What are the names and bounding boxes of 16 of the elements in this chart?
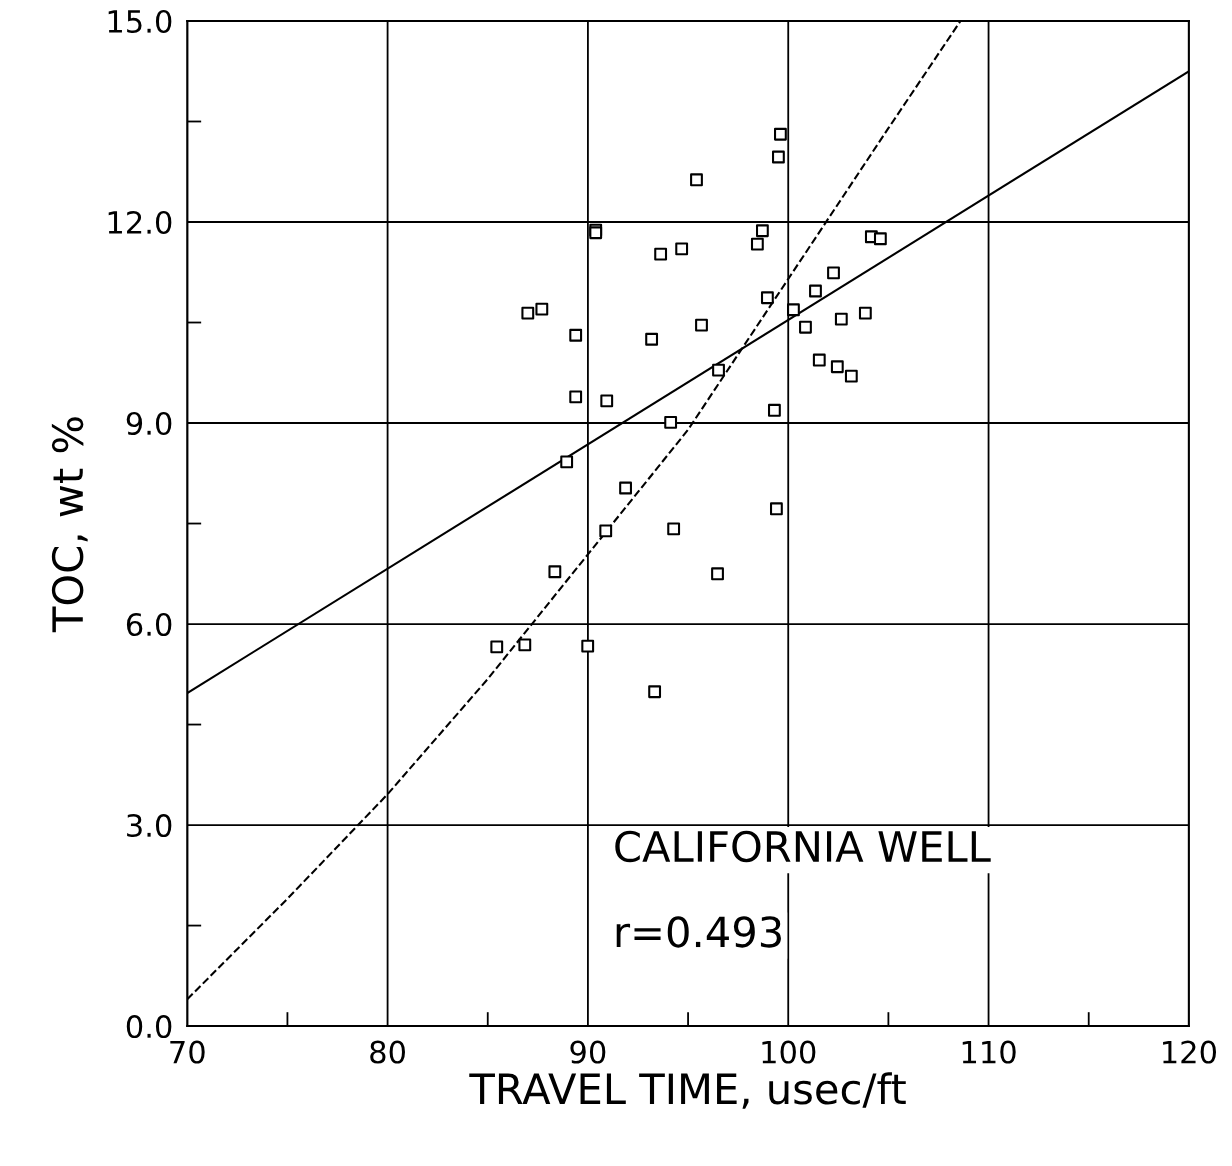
- x-axis-title: TRAVEL TIME, usec/ft: [469, 1072, 906, 1109]
- y-tick-label: 12.0: [108, 210, 172, 235]
- annotation: CALIFORNIA WELL: [615, 830, 991, 863]
- x-tick-label: 100: [762, 1040, 816, 1064]
- x-tick-label: 120: [1163, 1040, 1217, 1064]
- y-tick-label: 9.0: [126, 411, 172, 436]
- x-tick-label: 90: [570, 1040, 606, 1064]
- x-tick-label: 70: [170, 1040, 205, 1064]
- x-tick-label: 80: [370, 1040, 405, 1064]
- y-tick-label: 3.0: [127, 813, 172, 838]
- annotation: r=0.493: [616, 916, 781, 948]
- y-tick-label: 6.0: [126, 612, 172, 637]
- y-tick-label: 15.0: [108, 9, 172, 34]
- y-axis-title: TOC, wt %: [51, 417, 88, 633]
- x-tick-label: 110: [962, 1040, 1016, 1064]
- y-tick-label: 0.0: [126, 1015, 172, 1039]
